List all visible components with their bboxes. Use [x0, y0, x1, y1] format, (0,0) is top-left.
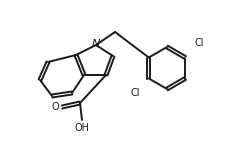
Text: Cl: Cl — [194, 38, 204, 49]
Text: Cl: Cl — [130, 88, 139, 97]
Text: O: O — [51, 102, 59, 112]
Text: N: N — [92, 39, 100, 49]
Text: OH: OH — [75, 123, 89, 133]
